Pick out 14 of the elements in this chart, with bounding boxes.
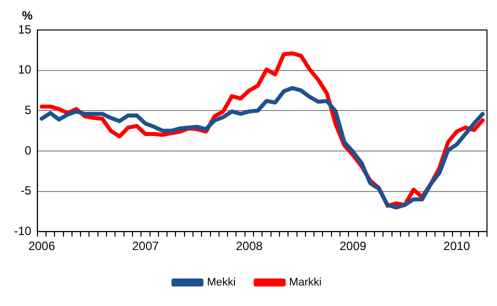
- x-tick-label: 2006: [28, 239, 56, 254]
- x-tick-label: 2009: [340, 239, 367, 254]
- x-tick-label: 2008: [236, 239, 263, 254]
- y-tick-label: -10: [14, 224, 32, 238]
- y-tick-label: 15: [18, 22, 32, 36]
- y-tick-label: -5: [20, 184, 32, 198]
- legend-label: Markki: [289, 276, 322, 289]
- y-axis-title: %: [22, 8, 34, 22]
- x-tick-label: 2010: [443, 239, 470, 254]
- x-tick-label: 2007: [132, 239, 160, 254]
- y-tick-label: 5: [24, 102, 32, 117]
- y-tick-label: 0: [24, 143, 32, 158]
- y-tick-label: 10: [18, 62, 32, 77]
- legend-label: Mekki: [206, 276, 236, 289]
